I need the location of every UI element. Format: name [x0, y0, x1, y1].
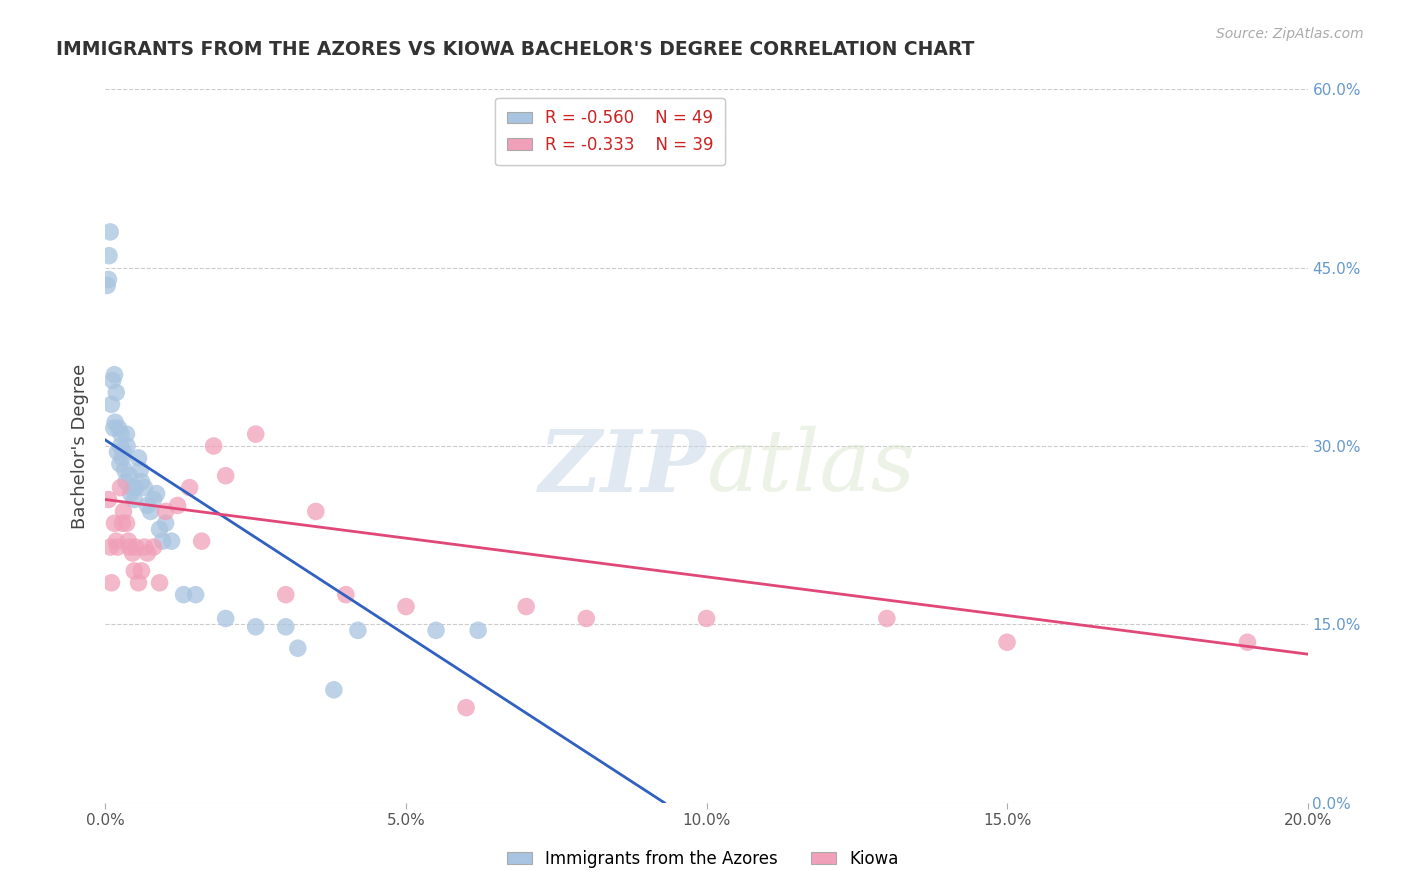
Point: [148, 522, 170, 536]
Point: [101, 374, 124, 388]
Point: [665, 118, 688, 132]
Point: [107, 421, 129, 435]
Point: [115, 475, 138, 489]
Point: [114, 463, 136, 477]
Point: [131, 564, 153, 578]
Point: [124, 540, 146, 554]
Point: [98, 249, 121, 263]
Point: [696, 611, 718, 625]
Point: [202, 439, 225, 453]
Point: [111, 450, 134, 465]
Point: [142, 492, 165, 507]
Point: [115, 427, 138, 442]
Point: [876, 611, 898, 625]
Point: [134, 481, 156, 495]
Point: [118, 468, 141, 483]
Point: [245, 620, 267, 634]
Point: [467, 624, 489, 638]
Point: [155, 504, 177, 518]
Point: [110, 427, 132, 442]
Point: [124, 564, 146, 578]
Point: [117, 534, 139, 549]
Point: [97, 492, 120, 507]
Point: [111, 516, 134, 531]
Point: [190, 534, 212, 549]
Point: [124, 481, 146, 495]
Point: [1236, 635, 1258, 649]
Point: [160, 534, 183, 549]
Text: Source: ZipAtlas.com: Source: ZipAtlas.com: [1216, 27, 1364, 41]
Point: [148, 575, 170, 590]
Point: [129, 463, 152, 477]
Point: [145, 486, 167, 500]
Point: [214, 611, 236, 625]
Point: [245, 427, 267, 442]
Point: [335, 588, 357, 602]
Point: [115, 439, 138, 453]
Text: ZIP: ZIP: [538, 425, 707, 509]
Point: [305, 504, 328, 518]
Point: [274, 588, 297, 602]
Point: [142, 540, 165, 554]
Point: [454, 700, 477, 714]
Point: [134, 540, 156, 554]
Point: [347, 624, 370, 638]
Point: [103, 516, 125, 531]
Point: [100, 397, 122, 411]
Point: [166, 499, 188, 513]
Point: [274, 620, 297, 634]
Point: [104, 415, 127, 429]
Point: [108, 457, 131, 471]
Point: [103, 368, 125, 382]
Point: [395, 599, 418, 614]
Point: [112, 504, 135, 518]
Point: [287, 641, 309, 656]
Point: [515, 599, 537, 614]
Point: [155, 516, 177, 531]
Text: atlas: atlas: [707, 426, 915, 508]
Point: [96, 278, 118, 293]
Text: IMMIGRANTS FROM THE AZORES VS KIOWA BACHELOR'S DEGREE CORRELATION CHART: IMMIGRANTS FROM THE AZORES VS KIOWA BACH…: [56, 40, 974, 59]
Point: [136, 546, 159, 560]
Point: [98, 225, 121, 239]
Point: [98, 540, 121, 554]
Point: [112, 445, 135, 459]
Point: [121, 481, 143, 495]
Point: [103, 421, 125, 435]
Point: [136, 499, 159, 513]
Y-axis label: Bachelor's Degree: Bachelor's Degree: [72, 363, 90, 529]
Point: [105, 534, 128, 549]
Point: [110, 481, 132, 495]
Point: [120, 486, 142, 500]
Point: [131, 475, 153, 489]
Point: [128, 575, 150, 590]
Point: [995, 635, 1018, 649]
Point: [121, 546, 143, 560]
Point: [128, 450, 150, 465]
Point: [110, 439, 132, 453]
Point: [322, 682, 344, 697]
Point: [575, 611, 598, 625]
Point: [118, 540, 141, 554]
Point: [179, 481, 201, 495]
Point: [107, 445, 129, 459]
Point: [425, 624, 447, 638]
Point: [214, 468, 236, 483]
Point: [97, 272, 120, 286]
Legend: Immigrants from the Azores, Kiowa: Immigrants from the Azores, Kiowa: [501, 844, 905, 875]
Point: [124, 492, 146, 507]
Point: [115, 516, 138, 531]
Point: [173, 588, 195, 602]
Point: [184, 588, 207, 602]
Legend: R = -0.560    N = 49, R = -0.333    N = 39: R = -0.560 N = 49, R = -0.333 N = 39: [495, 97, 725, 165]
Point: [152, 534, 174, 549]
Point: [139, 504, 162, 518]
Point: [105, 385, 128, 400]
Point: [107, 540, 129, 554]
Point: [100, 575, 122, 590]
